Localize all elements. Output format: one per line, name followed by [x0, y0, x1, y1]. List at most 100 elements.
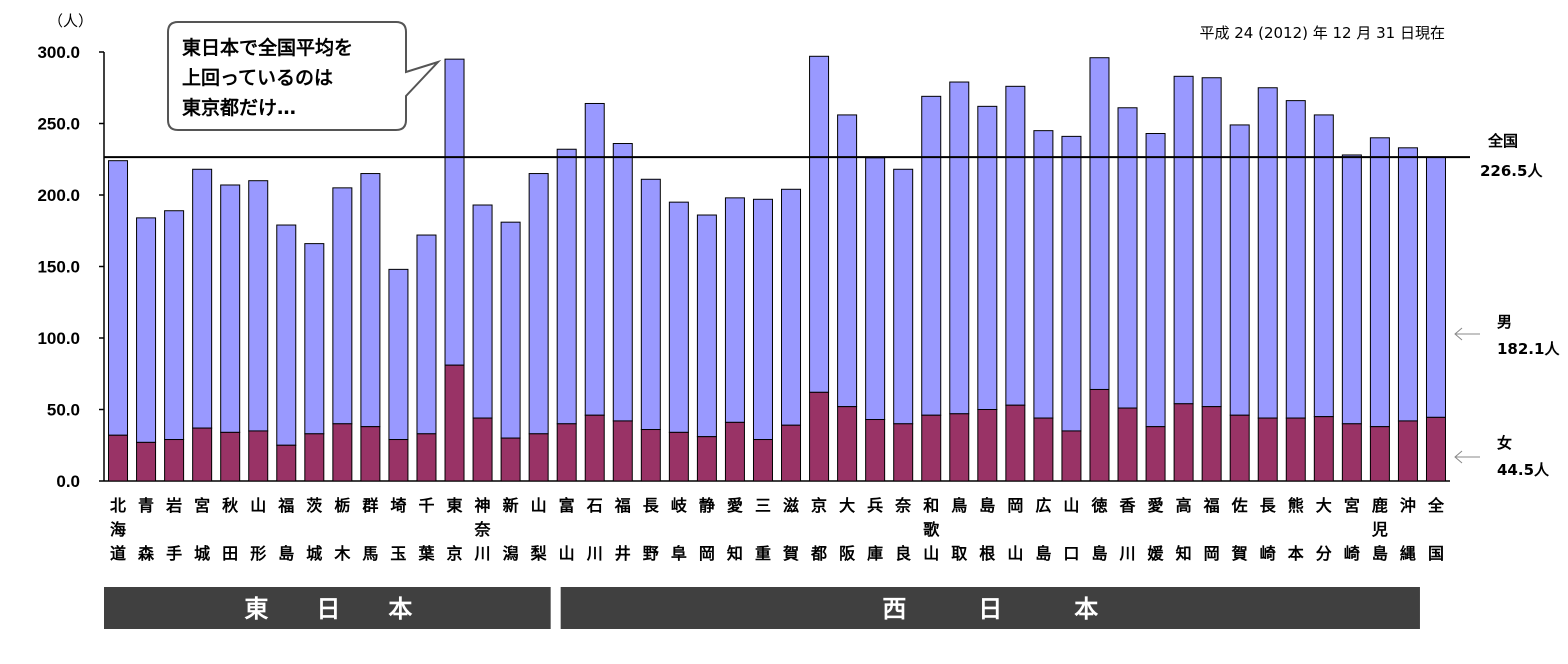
national-average-label: 全国	[1487, 132, 1518, 150]
x-tick-label: 佐賀	[1231, 496, 1248, 563]
bar-female	[809, 391, 830, 482]
bar-male	[752, 198, 773, 441]
bar-male	[136, 217, 157, 443]
female-label: 女	[1497, 434, 1512, 452]
x-tick-label: 滋賀	[782, 496, 799, 563]
x-tick-label: 全国	[1427, 496, 1445, 563]
x-tick-label: 熊本	[1288, 496, 1304, 563]
bar-female	[360, 426, 381, 482]
x-tick-label: 茨城	[306, 496, 322, 563]
bar-female	[1313, 416, 1334, 482]
x-tick-label: 鳥取	[951, 496, 967, 563]
x-tick-label: 静岡	[699, 496, 715, 563]
bar-male	[1173, 75, 1194, 405]
bar-male	[584, 102, 605, 416]
bar-male	[332, 187, 353, 425]
bar-female	[416, 433, 437, 482]
y-tick-label: 250.0	[37, 115, 80, 134]
bar-female	[668, 431, 689, 482]
bar-female	[1145, 426, 1166, 482]
x-axis-labels: 北海道青森岩手宮城秋田山形福島茨城栃木群馬埼玉千葉東京神奈川新潟山梨富山石川福井…	[110, 496, 1445, 563]
x-tick-label: 愛媛	[1147, 496, 1165, 563]
x-tick-label: 埼玉	[390, 496, 406, 563]
bar-male	[444, 58, 465, 366]
bar-male	[360, 173, 381, 428]
bar-male	[949, 81, 970, 415]
x-tick-label: 岐阜	[671, 496, 687, 563]
x-tick-label: 福島	[277, 496, 294, 563]
bar-female	[921, 414, 942, 482]
bar-male	[893, 168, 914, 425]
bar-male	[921, 95, 942, 416]
x-tick-label: 徳島	[1090, 496, 1107, 563]
bars	[108, 55, 1446, 482]
bar-female	[1369, 426, 1390, 482]
x-tick-label: 沖縄	[1400, 496, 1416, 563]
bar-female	[1089, 388, 1110, 482]
x-tick-label: 奈良	[894, 496, 912, 563]
bar-female	[1061, 430, 1082, 482]
bar-male	[612, 143, 633, 422]
bar-male	[304, 243, 325, 435]
bar-female	[248, 430, 269, 482]
bar-female	[220, 431, 241, 482]
bar-female	[893, 423, 914, 482]
bar-female	[724, 421, 745, 482]
bar-male	[388, 268, 409, 441]
bar-male	[781, 188, 802, 426]
bar-male	[1145, 133, 1166, 428]
y-tick-label: 300.0	[37, 43, 80, 62]
bar-female	[192, 427, 213, 482]
bar-female	[612, 420, 633, 482]
bar-female	[500, 437, 521, 482]
bar-female	[949, 413, 970, 482]
y-tick-label: 100.0	[37, 329, 80, 348]
x-tick-label: 千葉	[417, 496, 435, 563]
x-tick-label: 兵庫	[867, 496, 883, 563]
bar-male	[500, 221, 521, 439]
bar-female	[1005, 404, 1026, 482]
bar-male	[472, 204, 493, 419]
east-japan-band	[104, 587, 551, 629]
y-tick-label: 0.0	[56, 472, 80, 491]
x-tick-label: 愛知	[727, 496, 743, 563]
bar-male	[1369, 137, 1390, 428]
bar-male	[1229, 124, 1250, 416]
female-arrowhead	[1454, 450, 1463, 464]
bar-male	[1341, 154, 1362, 425]
bar-male	[696, 214, 717, 438]
bar-male	[837, 114, 858, 408]
bar-male	[1397, 147, 1418, 422]
x-tick-label: 新潟	[503, 496, 519, 563]
x-tick-label: 神奈川	[474, 496, 492, 563]
x-tick-label: 福井	[614, 496, 631, 563]
x-tick-label: 和歌山	[923, 496, 940, 563]
x-tick-label: 秋田	[222, 496, 239, 563]
x-tick-label: 長崎	[1260, 496, 1277, 563]
female-value: 44.5人	[1497, 461, 1550, 479]
y-tick-label: 150.0	[37, 258, 80, 277]
bar-female	[388, 439, 409, 482]
bar-female	[1173, 403, 1194, 482]
bar-male	[220, 184, 241, 433]
bar-female	[472, 417, 493, 482]
bar-female	[304, 433, 325, 482]
date-note: 平成 24 (2012) 年 12 月 31 日現在	[1199, 24, 1445, 42]
bar-male	[1061, 135, 1082, 432]
bar-female	[276, 444, 297, 482]
x-tick-label: 宮城	[194, 496, 210, 563]
bar-male	[1033, 130, 1054, 419]
x-tick-label: 山口	[1063, 496, 1079, 563]
bar-male	[1089, 57, 1110, 390]
x-tick-label: 長野	[643, 496, 660, 563]
x-tick-label: 三重	[755, 496, 771, 563]
bar-female	[164, 439, 185, 482]
bar-female	[332, 423, 353, 482]
bar-male	[640, 178, 661, 431]
bar-female	[1257, 417, 1278, 482]
bar-female	[1425, 416, 1446, 482]
bar-female	[136, 441, 157, 482]
bar-male	[724, 197, 745, 423]
bar-male	[248, 180, 269, 432]
